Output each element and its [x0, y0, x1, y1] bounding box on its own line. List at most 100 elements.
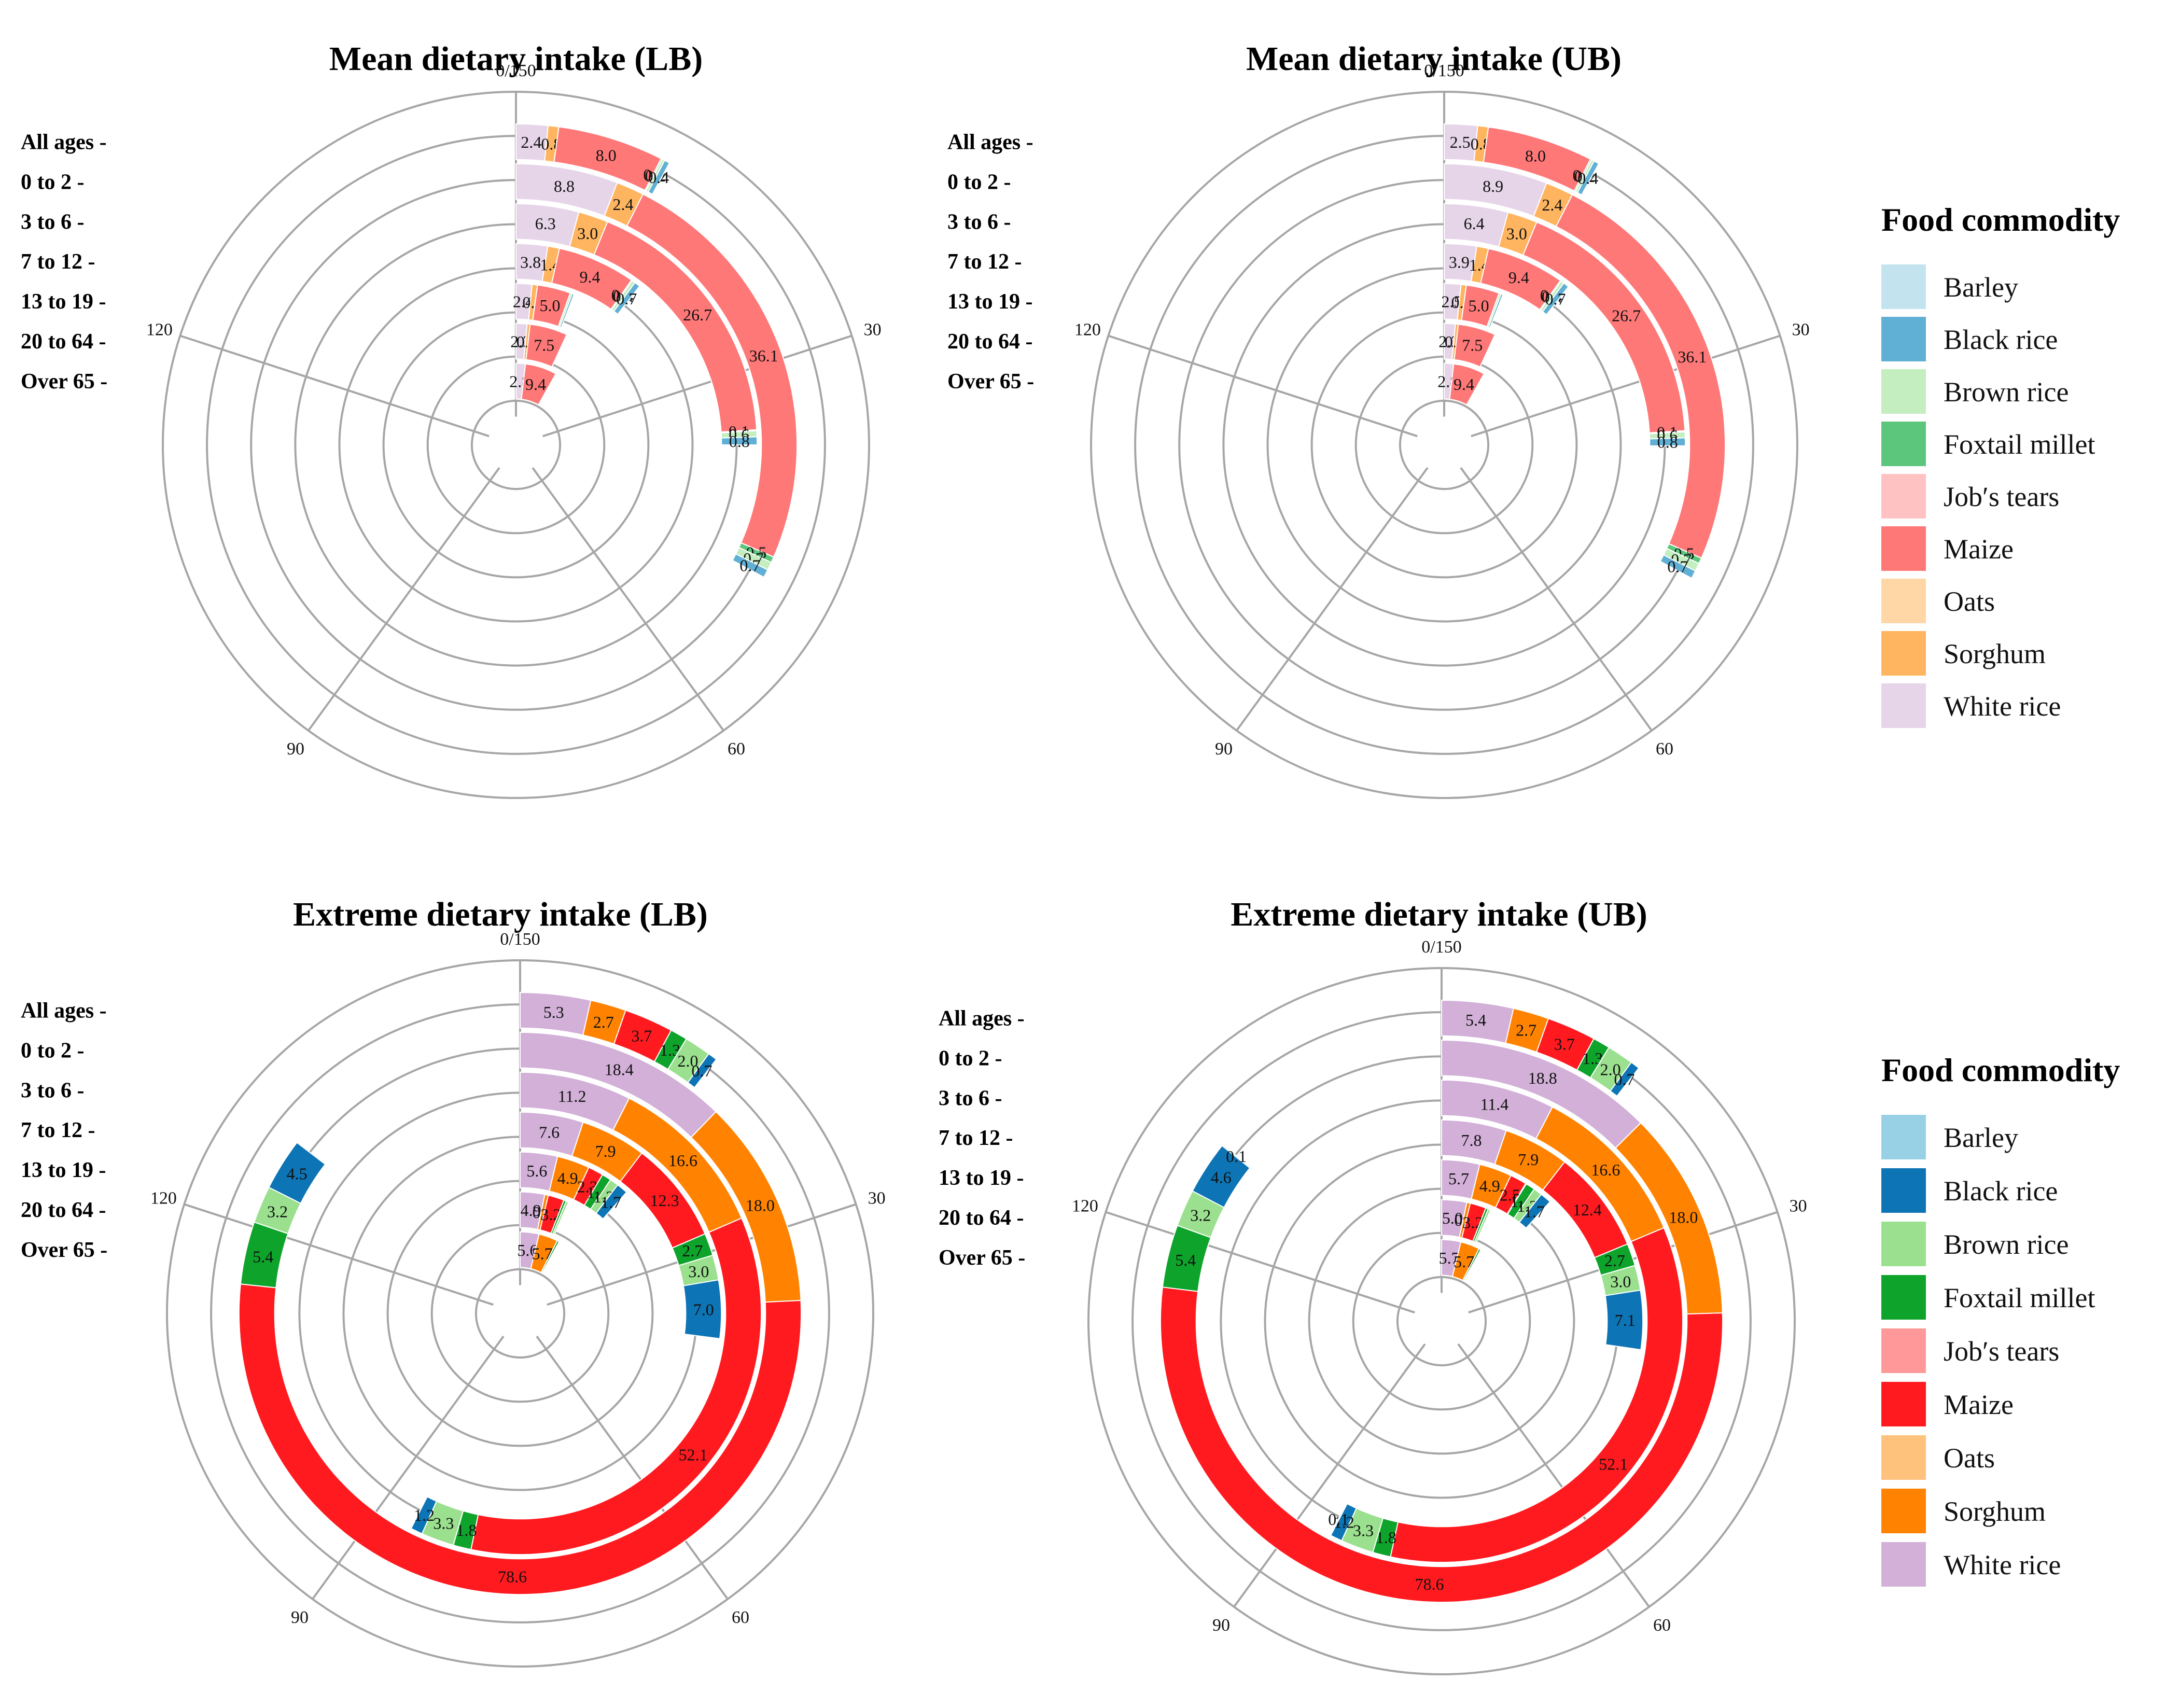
chart-title: Extreme dietary intake (LB) [293, 895, 708, 933]
data-label-3-to-6-maize: 26.7 [683, 305, 712, 324]
data-label-7-to-12-black-rice: 7.1 [1615, 1311, 1636, 1329]
legend-swatch-sorghum [1881, 1489, 1926, 1533]
data-label-7-to-12-brown-rice: 3.0 [688, 1262, 709, 1281]
legend-swatch-job-s-tears [1881, 474, 1926, 519]
data-label-7-to-12-maize: 12.4 [1573, 1200, 1602, 1219]
bar-7-to-12-black-rice [1542, 282, 1570, 316]
bar-20-to-64-brown-rice [1474, 1208, 1491, 1243]
legend-item-black-rice: Black rice [1944, 324, 2058, 355]
data-label-7-to-12-black-rice: 0.7 [1545, 290, 1566, 309]
legend-swatch-brown-rice [1881, 369, 1926, 414]
data-label-0-to-2-white-rice: 18.8 [1528, 1069, 1557, 1087]
angle-tick-label: 60 [1656, 739, 1673, 759]
group-label-13-to-19: 13 to 19 - [21, 1158, 106, 1182]
angle-tick-label: 90 [287, 739, 304, 759]
spoke-line [1457, 1343, 1650, 1608]
angle-tick-label: 30 [868, 1189, 886, 1208]
data-label-0-to-2-white-rice: 18.4 [605, 1060, 634, 1079]
legend-extreme: Food commodity Barley Black rice Brown rice… [1881, 1052, 2120, 1587]
legend-swatch-job-s-tears [1881, 1328, 1926, 1373]
data-label-7-to-12-maize: 9.4 [1508, 268, 1529, 287]
data-label-7-to-12-sorghum: 7.9 [595, 1142, 616, 1160]
group-label-3-to-6: 3 to 6 - [21, 210, 84, 234]
legend-swatch-sorghum [1881, 631, 1926, 676]
bar-20-to-64-brown-rice [552, 1200, 569, 1236]
panel-mean-lb: Mean dietary intake (LB)0/150 30 60 90 120 Al… [21, 40, 882, 799]
group-label-3-to-6: 3 to 6 - [21, 1079, 84, 1102]
angle-tick-label: 60 [1653, 1616, 1671, 1635]
angle-tick-label: 30 [1792, 320, 1810, 340]
bar-13-to-19-black-rice [559, 293, 575, 329]
legend-item-brown-rice: Brown rice [1944, 376, 2069, 408]
legend-item-barley: Barley [1944, 272, 2018, 303]
group-label-over-65: Over 65 - [21, 370, 107, 394]
data-label-0-to-2-black-rice: 4.5 [287, 1165, 308, 1183]
spoke-line [312, 1335, 505, 1600]
angle-tick-label: 120 [150, 1189, 177, 1208]
data-label-all-ages-black-rice: 0.7 [692, 1061, 712, 1080]
legend-item-foxtail-millet: Foxtail millet [1944, 429, 2095, 460]
legend-mean: Food commodity Barley Black rice Brown rice… [1881, 201, 2120, 728]
data-label-0-to-2-black-rice: 0.7 [739, 556, 760, 575]
data-label-3-to-6-white-rice: 11.4 [1480, 1095, 1508, 1114]
data-label-3-to-6-black-rice: 0.8 [729, 432, 750, 451]
bar-7-to-12-black-rice [682, 1279, 722, 1339]
data-label-3-to-6-black-rice: 0.8 [1657, 433, 1678, 452]
group-label-all-ages: All ages - [21, 130, 107, 154]
legend-swatch-foxtail-millet [1881, 1275, 1926, 1320]
data-label-3-to-6-maize: 52.1 [679, 1446, 708, 1464]
spoke-line [1460, 467, 1653, 732]
bar-13-to-19-black-rice [1518, 1193, 1551, 1229]
data-label-7-to-12-foxtail-millet: 2.7 [1604, 1251, 1625, 1270]
data-label-0-to-2-brown-rice: 3.2 [1190, 1206, 1211, 1225]
angle-tick-label: 60 [728, 739, 745, 759]
legend-swatch-foxtail-millet [1881, 422, 1926, 466]
data-label-7-to-12-maize: 9.4 [580, 268, 600, 286]
group-label-over-65: Over 65 - [21, 1238, 107, 1262]
bar-3-to-6-black-rice [410, 1496, 438, 1535]
data-label-0-to-2-sorghum: 18.0 [746, 1196, 775, 1215]
angle-tick-label: 30 [1790, 1197, 1807, 1216]
data-label-all-ages-white-rice: 5.4 [1465, 1011, 1486, 1029]
data-label-all-ages-maize: 8.0 [1525, 147, 1546, 165]
legend-item-white-rice: White rice [1944, 691, 2061, 722]
data-label-0-to-2-brown-rice: 3.2 [267, 1202, 288, 1221]
group-label-0-to-2: 0 to 2 - [21, 1039, 84, 1062]
data-label-3-to-6-maize: 52.1 [1599, 1454, 1628, 1473]
data-label-7-to-12-sorghum: 7.9 [1518, 1150, 1539, 1169]
group-label-13-to-19: 13 to 19 - [939, 1166, 1024, 1190]
data-label-3-to-6-maize: 26.7 [1612, 306, 1641, 325]
data-label-all-ages-maize: 8.0 [596, 146, 617, 165]
group-label-0-to-2: 0 to 2 - [939, 1046, 1002, 1070]
data-label-20-to-64-maize: 7.5 [534, 336, 554, 355]
data-label-13-to-19-sorghum: 4.9 [1479, 1177, 1500, 1195]
spoke-line [542, 334, 853, 438]
angle-tick-label: 30 [864, 320, 882, 340]
angle-tick-label: 120 [1072, 1197, 1098, 1216]
data-label-13-to-19-maize: 5.0 [1469, 296, 1489, 315]
data-label-0-to-2-foxtail-millet: 5.4 [1175, 1251, 1196, 1269]
legend-swatch-maize [1881, 526, 1926, 571]
legend-swatch-oats [1881, 579, 1926, 623]
data-label-all-ages-black-rice: 0.7 [1614, 1070, 1635, 1089]
bar-7-to-12-black-rice [613, 282, 641, 315]
data-label-7-to-12-foxtail-millet: 2.7 [682, 1241, 703, 1260]
data-label-all-ages-maize: 3.7 [631, 1026, 652, 1045]
bar-0-to-2-black-rice [1659, 554, 1696, 579]
legend-item-oats: Oats [1944, 586, 1995, 617]
spoke-line [532, 467, 724, 732]
chart-title: Mean dietary intake (UB) [1246, 40, 1622, 78]
data-label-all-ages-sorghum: 2.7 [593, 1013, 614, 1031]
legend-item-sorghum: Sorghum [1944, 1496, 2046, 1527]
bar-3-to-6-black-rice [1649, 437, 1686, 446]
angle-tick-label: 0/150 [496, 61, 536, 80]
data-label-0-to-2-barley: 0.1 [1226, 1147, 1247, 1166]
spoke-line [536, 1335, 729, 1600]
data-label-0-to-2-white-rice: 8.8 [554, 177, 575, 195]
chart-title: Extreme dietary intake (UB) [1231, 895, 1647, 933]
angle-tick-label: 120 [146, 320, 173, 340]
legend-title: Food commodity [1881, 201, 2120, 238]
legend-item-white-rice: White rice [1944, 1549, 2061, 1580]
data-label-3-to-6-black-rice: 1.2 [414, 1506, 435, 1524]
